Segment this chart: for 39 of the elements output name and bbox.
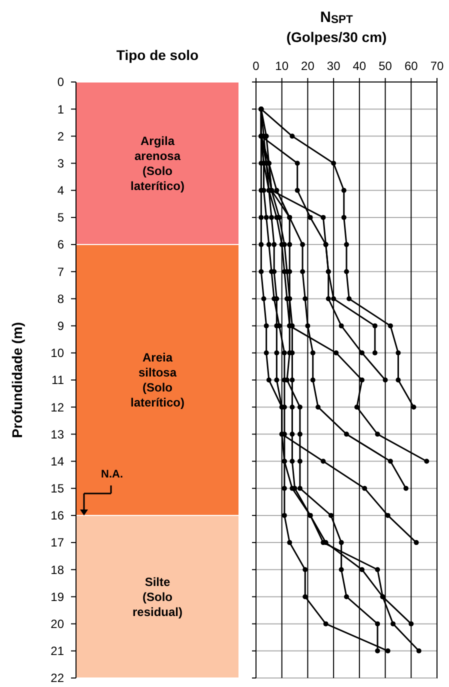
y-tick-label: 10 [50, 346, 64, 360]
series-label: Silte (Solo residual) [132, 574, 183, 619]
x-tick-label: 20 [301, 59, 315, 73]
y-tick-label: 7 [57, 264, 64, 279]
x-tick-label: 60 [404, 59, 418, 73]
y-tick-label: 19 [50, 590, 64, 604]
series-label: Areia siltosa (Solo laterítico) [130, 350, 185, 410]
y-tick-label: 22 [50, 671, 64, 686]
y-tick-label: 9 [57, 319, 64, 334]
x-tick-label: 50 [378, 59, 392, 73]
y-tick-label: 20 [50, 617, 64, 632]
y-tick-label: 15 [50, 482, 64, 496]
chart-subtitle: (Golpes/30 cm) [286, 29, 387, 45]
y-tick-label: 6 [57, 238, 64, 252]
y-tick-label: 2 [57, 129, 64, 144]
y-tick-label: 16 [50, 508, 64, 523]
y-tick-label: 17 [50, 536, 64, 550]
y-tick-label: 4 [57, 184, 64, 198]
x-tick-label: 70 [430, 59, 444, 73]
y-tick-label: 14 [50, 454, 64, 468]
y-tick-label: 21 [50, 644, 64, 658]
x-tick-label: 30 [326, 59, 341, 73]
chart-title: N$_{SPT}$ [320, 9, 353, 26]
chart-title: Tipo de solo [116, 47, 199, 63]
y-tick-label: 5 [57, 210, 64, 225]
y-tick-label: 11 [52, 373, 64, 388]
series-label: Argila arenosa (Solo laterítico) [130, 134, 185, 193]
y-tick-label: 18 [50, 562, 64, 577]
y-tick-label: 12 [50, 400, 64, 414]
y-axis-title: Profundidade (m) [9, 322, 25, 438]
annotation: N.A. [101, 468, 123, 480]
x-tick-label: 40 [352, 59, 366, 73]
y-tick-label: 1 [57, 102, 64, 116]
x-tick-label: 0 [252, 59, 260, 73]
x-tick-label: 10 [275, 59, 289, 73]
y-tick-label: 8 [57, 292, 64, 306]
y-tick-label: 13 [50, 427, 64, 442]
y-tick-label: 3 [57, 156, 64, 170]
y-tick-label: 0 [57, 75, 64, 90]
